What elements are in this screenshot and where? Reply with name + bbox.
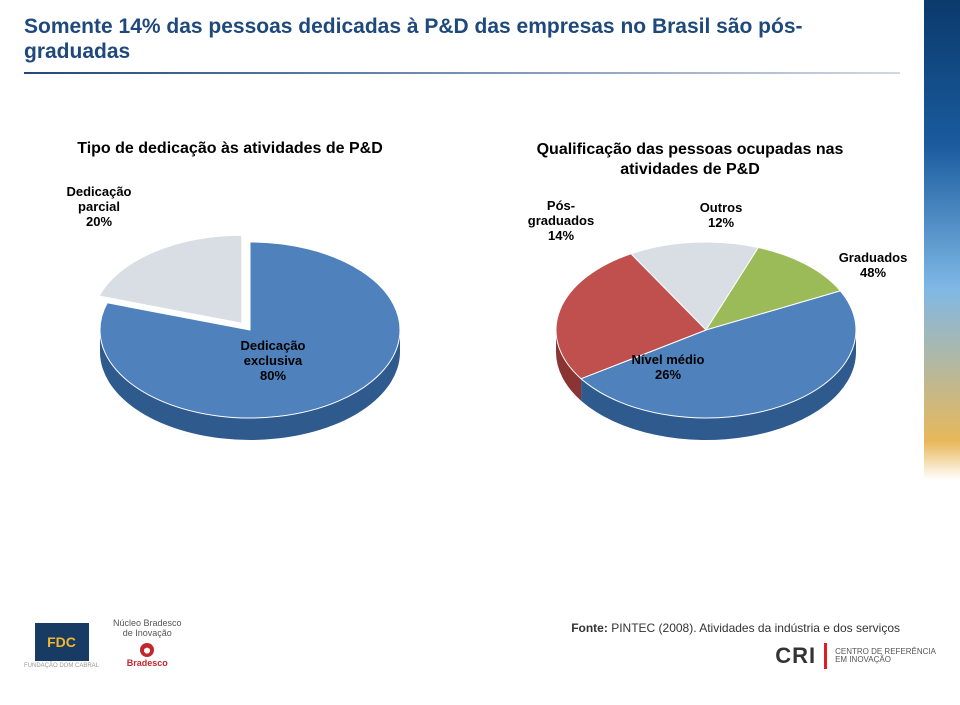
footer: FDC FUNDAÇÃO DOM CABRAL Núcleo Bradesco … — [24, 619, 936, 669]
slice-label: Graduados48% — [828, 250, 918, 280]
slice-label: Dedicaçãoparcial20% — [54, 184, 144, 229]
chart-right-title: Qualificação das pessoas ocupadas nas at… — [500, 140, 880, 180]
slice-label: Dedicaçãoexclusiva80% — [228, 338, 318, 383]
logo-nucleo-l2: de Inovação — [123, 629, 172, 639]
pie-chart-dedication: Dedicaçãoparcial20%Dedicaçãoexclusiva80% — [60, 210, 440, 450]
chart-left-title: Tipo de dedicação às atividades de P&D — [60, 140, 400, 158]
logo-cri-sub2: EM INOVAÇÃO — [835, 656, 936, 664]
bradesco-text: Bradesco — [127, 659, 168, 669]
pie-svg-right — [500, 210, 920, 450]
logo-nucleo: Núcleo Bradesco de Inovação Bradesco — [113, 619, 182, 669]
logos-left: FDC FUNDAÇÃO DOM CABRAL Núcleo Bradesco … — [24, 619, 182, 669]
logo-bradesco: Bradesco — [127, 643, 168, 669]
logo-cri-sub: CENTRO DE REFERÊNCIA EM INOVAÇÃO — [835, 648, 936, 664]
logo-fdc-mark: FDC — [35, 623, 89, 661]
decor-stripe — [924, 0, 960, 480]
title-underline — [24, 72, 900, 74]
pie-chart-qualification: Pós-graduados14%Outros12%Graduados48%Nív… — [500, 210, 900, 450]
slice-label: Pós-graduados14% — [516, 198, 606, 243]
logo-cri-mark: CRI — [775, 643, 816, 669]
logo-fdc: FDC FUNDAÇÃO DOM CABRAL — [24, 623, 99, 669]
pie-svg-left — [60, 210, 440, 450]
slice-label: Outros12% — [686, 200, 756, 230]
bradesco-icon — [140, 643, 154, 657]
page-title: Somente 14% das pessoas dedicadas à P&D … — [24, 14, 900, 64]
slice-label: Nível médio26% — [618, 352, 718, 382]
logo-cri-bar — [824, 643, 827, 669]
logo-cri: CRI CENTRO DE REFERÊNCIA EM INOVAÇÃO — [775, 643, 936, 669]
logo-fdc-sub: FUNDAÇÃO DOM CABRAL — [24, 663, 99, 669]
